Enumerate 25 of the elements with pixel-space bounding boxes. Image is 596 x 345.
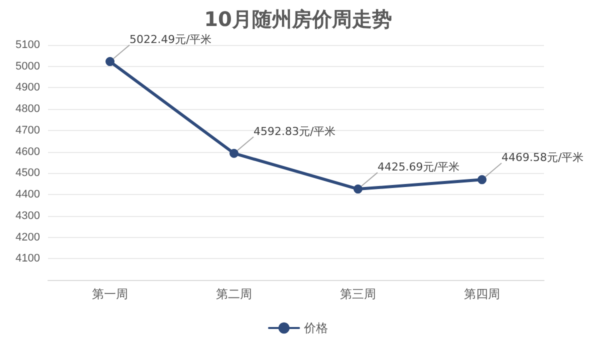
y-tick-label: 4300 bbox=[16, 210, 40, 222]
data-label: 5022.49元/平米 bbox=[130, 33, 212, 46]
point bbox=[106, 57, 114, 66]
chart-title: 10月随州房价周走势 bbox=[204, 7, 392, 31]
x-tick-label: 第三周 bbox=[340, 287, 376, 301]
y-tick-label: 4500 bbox=[16, 167, 40, 180]
y-tick-label: 5100 bbox=[16, 39, 40, 51]
point bbox=[354, 184, 362, 194]
legend-label: 价格 bbox=[303, 321, 328, 335]
x-tick-label: 第一周 bbox=[92, 287, 128, 301]
y-tick-label: 4600 bbox=[16, 146, 40, 158]
point bbox=[230, 148, 238, 158]
y-tick-label: 4900 bbox=[16, 82, 40, 94]
y-tick-label: 4700 bbox=[16, 124, 40, 136]
x-tick-label: 第二周 bbox=[216, 287, 252, 301]
y-tick-label: 5000 bbox=[16, 60, 40, 72]
data-label: 4469.58元/平米 bbox=[502, 151, 584, 164]
y-tick-label: 4100 bbox=[16, 252, 40, 265]
data-label: 4425.69元/平米 bbox=[378, 160, 460, 174]
data-label: 4592.83元/平米 bbox=[254, 124, 336, 138]
y-tick-label: 4200 bbox=[16, 231, 40, 244]
point bbox=[478, 175, 486, 184]
y-tick-label: 4800 bbox=[16, 103, 40, 116]
y-tick-label: 4400 bbox=[16, 188, 40, 201]
x-tick-label: 第四周 bbox=[464, 287, 500, 301]
